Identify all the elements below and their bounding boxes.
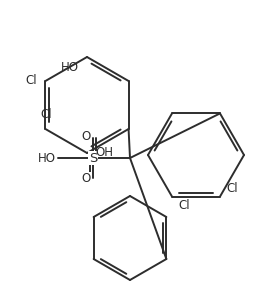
Text: HO: HO: [61, 61, 79, 74]
Text: Cl: Cl: [178, 199, 190, 212]
Text: S: S: [89, 151, 97, 164]
Text: Cl: Cl: [26, 74, 37, 88]
Text: O: O: [82, 130, 91, 143]
Text: HO: HO: [38, 151, 56, 164]
Text: O: O: [82, 172, 91, 185]
Text: Cl: Cl: [41, 108, 52, 121]
Text: Cl: Cl: [226, 181, 238, 195]
Text: OH: OH: [95, 147, 113, 160]
